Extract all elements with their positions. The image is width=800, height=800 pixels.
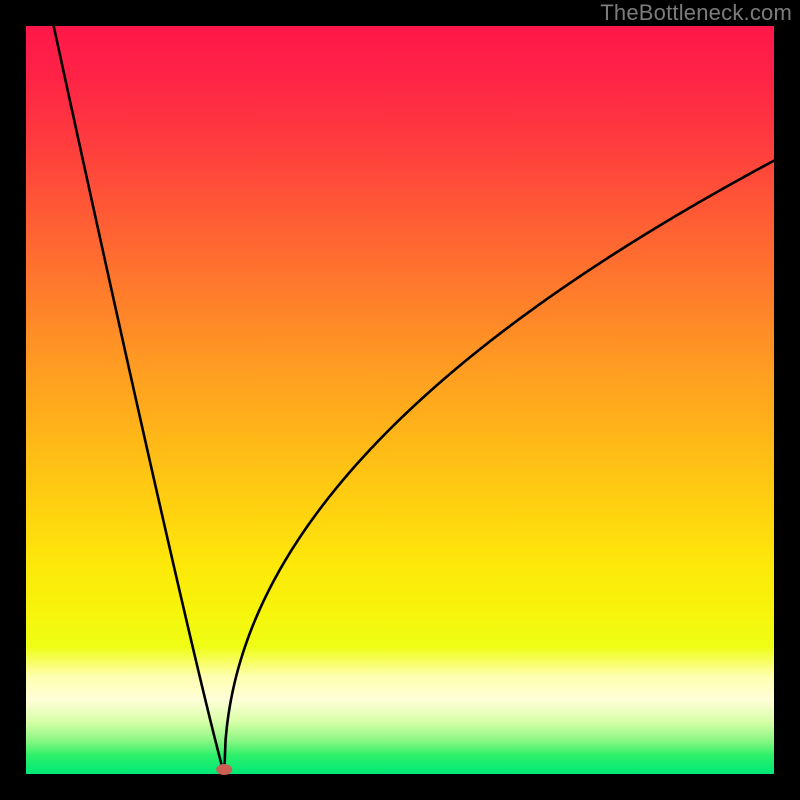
plot-gradient-background [26, 26, 774, 774]
chart-container: TheBottleneck.com [0, 0, 800, 800]
watermark-text: TheBottleneck.com [600, 0, 792, 26]
